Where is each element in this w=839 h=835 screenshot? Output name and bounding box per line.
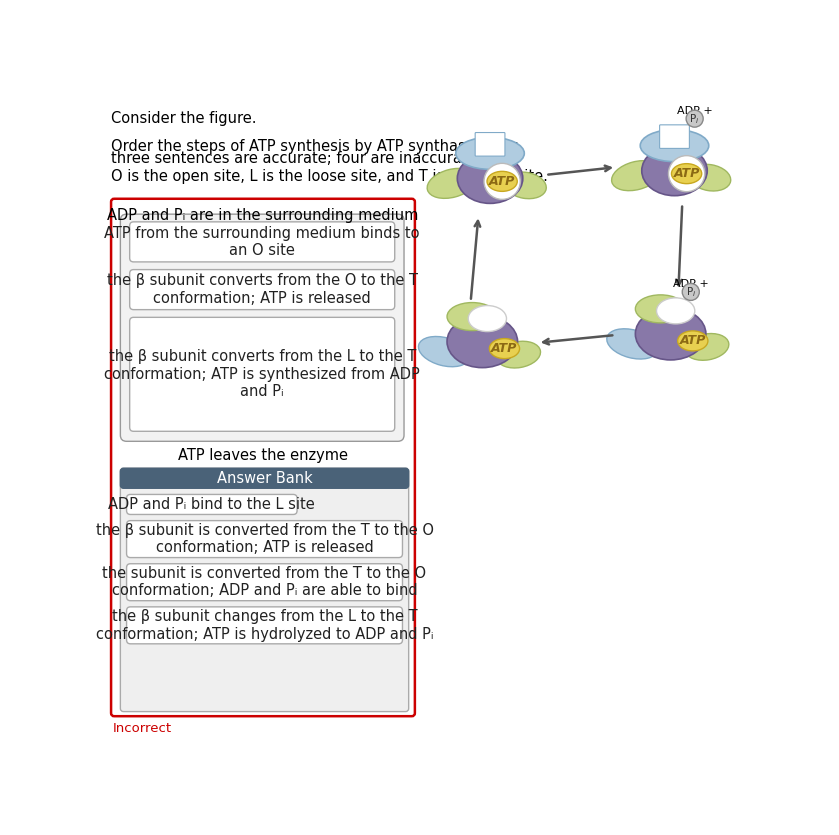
Text: ATP: ATP [680,334,706,347]
Ellipse shape [689,164,731,191]
Ellipse shape [497,342,540,368]
Text: the β subunit changes from the L to the T
conformation; ATP is hydrolyzed to ADP: the β subunit changes from the L to the … [96,610,433,641]
Ellipse shape [642,145,707,195]
Text: the subunit is converted from the T to the O
conformation; ADP and Pᵢ are able t: the subunit is converted from the T to t… [102,566,426,599]
Text: the β subunit converts from the O to the T
conformation; ATP is released: the β subunit converts from the O to the… [107,273,418,306]
Circle shape [484,164,520,200]
Text: ATP: ATP [492,342,518,355]
FancyBboxPatch shape [127,607,403,644]
Text: the β subunit converts from the L to the T
conformation; ATP is synthesized from: the β subunit converts from the L to the… [104,349,420,399]
FancyBboxPatch shape [475,133,505,156]
Ellipse shape [487,171,518,191]
Ellipse shape [457,154,523,204]
Ellipse shape [657,298,695,324]
Text: Consider the figure.: Consider the figure. [111,111,257,126]
Text: ATP: ATP [489,175,515,188]
Text: P$_i$: P$_i$ [690,112,700,125]
Ellipse shape [635,295,685,323]
Text: three sentences are accurate; four are inaccurate.: three sentences are accurate; four are i… [111,151,482,166]
FancyBboxPatch shape [130,317,394,432]
Ellipse shape [640,129,709,162]
Ellipse shape [685,333,729,360]
Text: ADP and Pᵢ are in the surrounding medium: ADP and Pᵢ are in the surrounding medium [107,208,419,223]
FancyBboxPatch shape [659,125,690,149]
Text: ATP: ATP [674,167,700,180]
Ellipse shape [489,338,519,358]
Text: ADP +: ADP + [677,105,712,115]
Text: ADP +: ADP + [673,279,709,289]
FancyBboxPatch shape [127,564,403,600]
Text: Answer Bank: Answer Bank [216,471,312,486]
Ellipse shape [468,306,507,331]
Text: Incorrect: Incorrect [112,722,172,736]
Circle shape [682,283,699,301]
Circle shape [669,155,705,192]
Circle shape [686,110,703,127]
Ellipse shape [447,316,518,367]
FancyBboxPatch shape [127,520,403,558]
Ellipse shape [504,172,546,199]
Ellipse shape [678,331,708,351]
Ellipse shape [427,169,477,199]
FancyBboxPatch shape [120,468,409,711]
FancyBboxPatch shape [130,270,394,310]
Text: O is the open site, L is the loose site, and T is the tight site.: O is the open site, L is the loose site,… [111,170,548,185]
Text: P$_i$: P$_i$ [685,285,696,299]
Ellipse shape [419,337,470,367]
Ellipse shape [456,137,524,170]
FancyBboxPatch shape [111,199,414,716]
Ellipse shape [607,329,658,359]
Ellipse shape [612,160,661,190]
FancyBboxPatch shape [120,214,404,442]
FancyBboxPatch shape [127,494,297,514]
FancyBboxPatch shape [120,468,409,488]
FancyBboxPatch shape [130,222,394,262]
Text: the β subunit is converted from the T to the O
conformation; ATP is released: the β subunit is converted from the T to… [96,523,434,555]
Text: Order the steps of ATP synthesis by ATP synthase. Only: Order the steps of ATP synthesis by ATP … [111,139,518,154]
Text: ATP leaves the enzyme: ATP leaves the enzyme [178,448,348,463]
Ellipse shape [447,302,498,331]
Text: ATP from the surrounding medium binds to
an O site: ATP from the surrounding medium binds to… [104,225,420,258]
Ellipse shape [635,308,706,360]
Ellipse shape [671,164,701,184]
Text: ADP and Pᵢ bind to the L site: ADP and Pᵢ bind to the L site [108,497,315,512]
